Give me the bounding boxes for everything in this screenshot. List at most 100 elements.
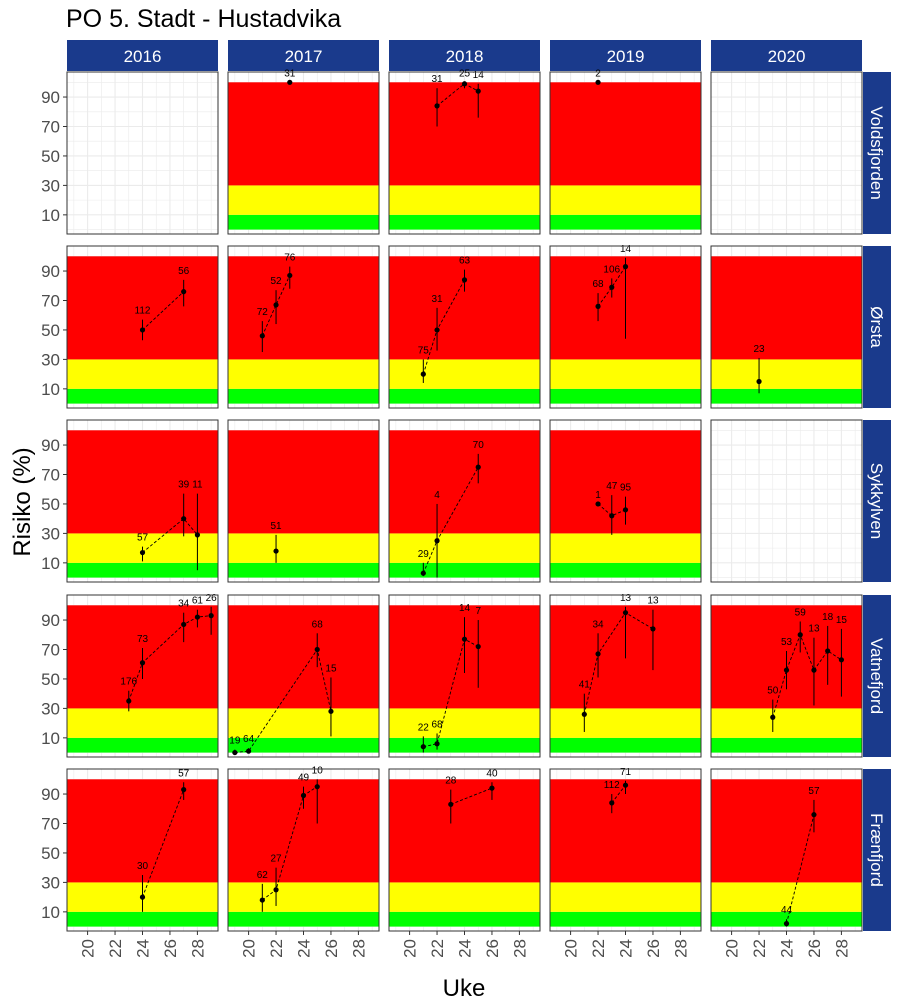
risk-band xyxy=(389,185,540,215)
data-point xyxy=(434,327,440,333)
risk-band xyxy=(228,359,379,389)
sample-size-label: 176 xyxy=(120,677,137,688)
risk-band xyxy=(228,911,379,927)
data-point xyxy=(609,800,615,806)
sample-size-label: 112 xyxy=(135,306,151,317)
risk-band xyxy=(228,562,379,578)
trend-line xyxy=(772,633,842,718)
y-tick-label: 10 xyxy=(41,729,60,748)
sample-size-label: 28 xyxy=(445,776,457,787)
x-tick-label: 24 xyxy=(456,939,475,958)
risk-band xyxy=(711,708,862,738)
sample-size-label: 7 xyxy=(475,606,481,617)
data-point xyxy=(595,501,601,507)
sample-size-label: 30 xyxy=(137,861,149,872)
x-tick-label: 26 xyxy=(161,939,180,958)
panel-border xyxy=(66,71,219,235)
y-tick-label: 70 xyxy=(41,640,60,659)
risk-band xyxy=(711,779,862,883)
data-point xyxy=(139,327,146,333)
trend-line xyxy=(450,787,493,805)
panel xyxy=(710,71,863,235)
sample-size-label: 64 xyxy=(243,734,255,745)
data-point xyxy=(609,284,615,290)
sample-size-label: 29 xyxy=(418,549,430,560)
y-tick-label: 70 xyxy=(41,814,60,833)
risk-band xyxy=(389,533,540,563)
panel: 2 xyxy=(549,68,702,235)
risk-band xyxy=(550,737,701,753)
risk-band xyxy=(550,882,701,912)
risk-band xyxy=(550,911,701,927)
x-tick-label: 26 xyxy=(644,939,663,958)
column-strip xyxy=(550,40,701,71)
risk-band xyxy=(228,737,379,753)
sample-size-label: 57 xyxy=(137,533,149,544)
data-point xyxy=(259,333,265,339)
data-point xyxy=(622,610,629,616)
row-strip xyxy=(863,595,891,757)
risk-band xyxy=(550,359,701,389)
risk-band xyxy=(389,388,540,404)
risk-band xyxy=(389,708,540,738)
risk-band xyxy=(228,214,379,230)
trend-line xyxy=(611,784,626,804)
panel-border xyxy=(66,594,219,758)
data-point xyxy=(273,302,279,308)
x-axis-title: Uke xyxy=(443,975,486,1000)
data-point xyxy=(489,785,495,791)
panel-border xyxy=(227,768,380,932)
row-strip-label: Frænfjord xyxy=(867,813,886,887)
panel-border xyxy=(549,594,702,758)
y-tick-label: 10 xyxy=(41,206,60,225)
x-tick-label: 22 xyxy=(750,939,769,958)
risk-band xyxy=(550,779,701,883)
data-point xyxy=(475,464,481,470)
data-point xyxy=(194,532,201,538)
panel-border xyxy=(227,419,380,583)
trend-line xyxy=(786,814,815,924)
x-tick-label: 28 xyxy=(349,939,368,958)
y-tick-label: 50 xyxy=(41,147,60,166)
trend-line xyxy=(234,648,332,754)
x-tick-label: 28 xyxy=(832,939,851,958)
sample-size-label: 25 xyxy=(459,68,471,79)
data-point xyxy=(770,714,776,720)
column-strip xyxy=(228,40,379,71)
y-tick-label: 10 xyxy=(41,380,60,399)
risk-band xyxy=(711,882,862,912)
risk-band xyxy=(711,388,862,404)
sample-size-label: 2 xyxy=(595,68,601,79)
panel-border xyxy=(710,245,863,409)
sample-size-label: 13 xyxy=(620,593,632,604)
data-point xyxy=(259,897,265,903)
trend-line xyxy=(597,266,626,307)
sample-size-label: 15 xyxy=(836,615,848,626)
data-point xyxy=(595,303,601,309)
y-tick-label: 90 xyxy=(41,436,60,455)
data-point xyxy=(609,513,615,519)
risk-band xyxy=(389,430,540,534)
sample-size-label: 1 xyxy=(595,490,601,501)
sample-size-label: 14 xyxy=(473,70,485,81)
data-point xyxy=(475,643,481,650)
trend-line xyxy=(142,789,185,898)
row-strip xyxy=(863,246,891,408)
panel-border xyxy=(66,419,219,583)
panel: 31 25 14 xyxy=(388,68,541,235)
sample-size-label: 53 xyxy=(781,637,793,648)
x-tick-label: 24 xyxy=(134,939,153,958)
data-point xyxy=(756,378,762,385)
row-strip xyxy=(863,420,891,582)
row-strip-label: Sykkylven xyxy=(867,463,886,540)
trend-line xyxy=(262,786,318,901)
panel-border xyxy=(710,419,863,583)
risk-band xyxy=(228,708,379,738)
risk-band xyxy=(711,256,862,360)
panel-border xyxy=(227,245,380,409)
